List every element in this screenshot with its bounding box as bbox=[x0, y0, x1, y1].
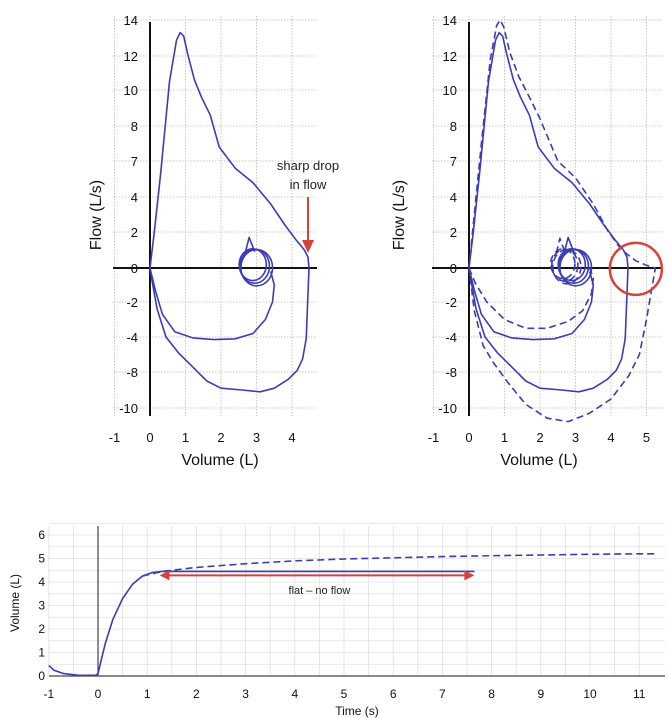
x-tick-label: -1 bbox=[109, 430, 121, 445]
y-tick-label: -2 bbox=[445, 295, 457, 310]
y-tick-label: -8 bbox=[126, 365, 138, 380]
x-tick-label: 5 bbox=[643, 430, 650, 445]
vt-x-tick-label: 5 bbox=[341, 687, 348, 701]
annotation-flat-no-flow: flat – no flow bbox=[289, 585, 351, 597]
vt-x-tick-label: 8 bbox=[488, 687, 495, 701]
volume-time-chart: -1 0 1 2 3 4 5 6 7 8 9 10 11 0 1 2 3 4 5 6 Time (s) Volume (L… bbox=[8, 523, 665, 718]
y-tick-label: 0 bbox=[131, 261, 138, 276]
vt-y-tick-label: 1 bbox=[38, 646, 45, 660]
y-tick-label: 14 bbox=[443, 13, 457, 28]
x-tick-label: 1 bbox=[501, 430, 508, 445]
y-tick-label: 7 bbox=[450, 154, 457, 169]
vt-y-tick-label: 6 bbox=[38, 528, 45, 542]
vt-y-tick-label: 2 bbox=[38, 622, 45, 636]
y-tick-label: 8 bbox=[450, 119, 457, 134]
annotation-sharp-drop-line1: sharp drop bbox=[277, 158, 339, 173]
x-tick-label: 3 bbox=[572, 430, 579, 445]
y-tick-label: 14 bbox=[124, 13, 138, 28]
y-tick-label: -10 bbox=[119, 401, 138, 416]
vt-x-tick-label: 10 bbox=[583, 687, 597, 701]
y-tick-label: 4 bbox=[131, 190, 138, 205]
dashed-flow-loop-0 bbox=[469, 20, 655, 422]
vt-x-tick-label: 4 bbox=[291, 687, 298, 701]
y-axis-title: Flow (L/s) bbox=[88, 180, 105, 250]
x-tick-label: 4 bbox=[607, 430, 614, 445]
y-tick-label: -4 bbox=[126, 330, 138, 345]
y-axis-title: Flow (L/s) bbox=[391, 180, 408, 250]
y-tick-label: 10 bbox=[124, 83, 138, 98]
vt-x-tick-label: 6 bbox=[390, 687, 397, 701]
annotation-arrow-head bbox=[302, 240, 314, 253]
x-tick-label: 3 bbox=[253, 430, 260, 445]
x-tick-label: 1 bbox=[182, 430, 189, 445]
x-axis-title: Volume (L) bbox=[181, 452, 258, 469]
y-tick-label: -2 bbox=[126, 295, 138, 310]
x-tick-label: 0 bbox=[465, 430, 472, 445]
x-tick-label: 4 bbox=[288, 430, 295, 445]
y-tick-label: 10 bbox=[443, 83, 457, 98]
vt-x-tick-label: -1 bbox=[43, 687, 54, 701]
vt-y-tick-label: 4 bbox=[38, 575, 45, 589]
y-tick-label: -8 bbox=[445, 365, 457, 380]
vt-y-tick-label: 5 bbox=[38, 552, 45, 566]
vt-x-tick-label: 2 bbox=[193, 687, 200, 701]
y-tick-label: 8 bbox=[131, 119, 138, 134]
annotation-sharp-drop-line2: in flow bbox=[290, 177, 327, 192]
solid-flow-loop-0 bbox=[469, 33, 628, 392]
y-tick-label: -4 bbox=[445, 330, 457, 345]
vt-y-axis-title: Volume (L) bbox=[8, 574, 22, 632]
y-tick-label: 0 bbox=[450, 261, 457, 276]
vt-x-tick-label: 7 bbox=[439, 687, 446, 701]
vt-y-tick-label: 3 bbox=[38, 599, 45, 613]
y-tick-label: 12 bbox=[443, 49, 457, 64]
x-tick-label: 2 bbox=[536, 430, 543, 445]
x-axis-title: Volume (L) bbox=[500, 452, 577, 469]
x-tick-label: 2 bbox=[217, 430, 224, 445]
vt-x-axis-title: Time (s) bbox=[335, 704, 379, 718]
vt-y-tick-label: 0 bbox=[38, 669, 45, 683]
y-tick-label: 2 bbox=[450, 225, 457, 240]
vt-x-tick-label: 11 bbox=[633, 687, 646, 701]
y-tick-label: 2 bbox=[131, 225, 138, 240]
y-tick-label: -10 bbox=[438, 401, 457, 416]
x-tick-label: 0 bbox=[146, 430, 153, 445]
y-tick-label: 12 bbox=[124, 49, 138, 64]
y-tick-label: 4 bbox=[450, 190, 457, 205]
vt-solid-volume-line bbox=[49, 571, 475, 675]
y-tick-label: 7 bbox=[131, 154, 138, 169]
solid-flow-loop-1 bbox=[150, 268, 274, 340]
vt-dashed-volume-line bbox=[142, 554, 656, 576]
vt-x-tick-label: 0 bbox=[95, 687, 102, 701]
vt-x-tick-label: 9 bbox=[537, 687, 544, 701]
solid-flow-loop-0 bbox=[150, 33, 309, 392]
vt-x-tick-label: 1 bbox=[144, 687, 151, 701]
x-tick-label: -1 bbox=[428, 430, 440, 445]
vt-x-tick-label: 3 bbox=[242, 687, 249, 701]
